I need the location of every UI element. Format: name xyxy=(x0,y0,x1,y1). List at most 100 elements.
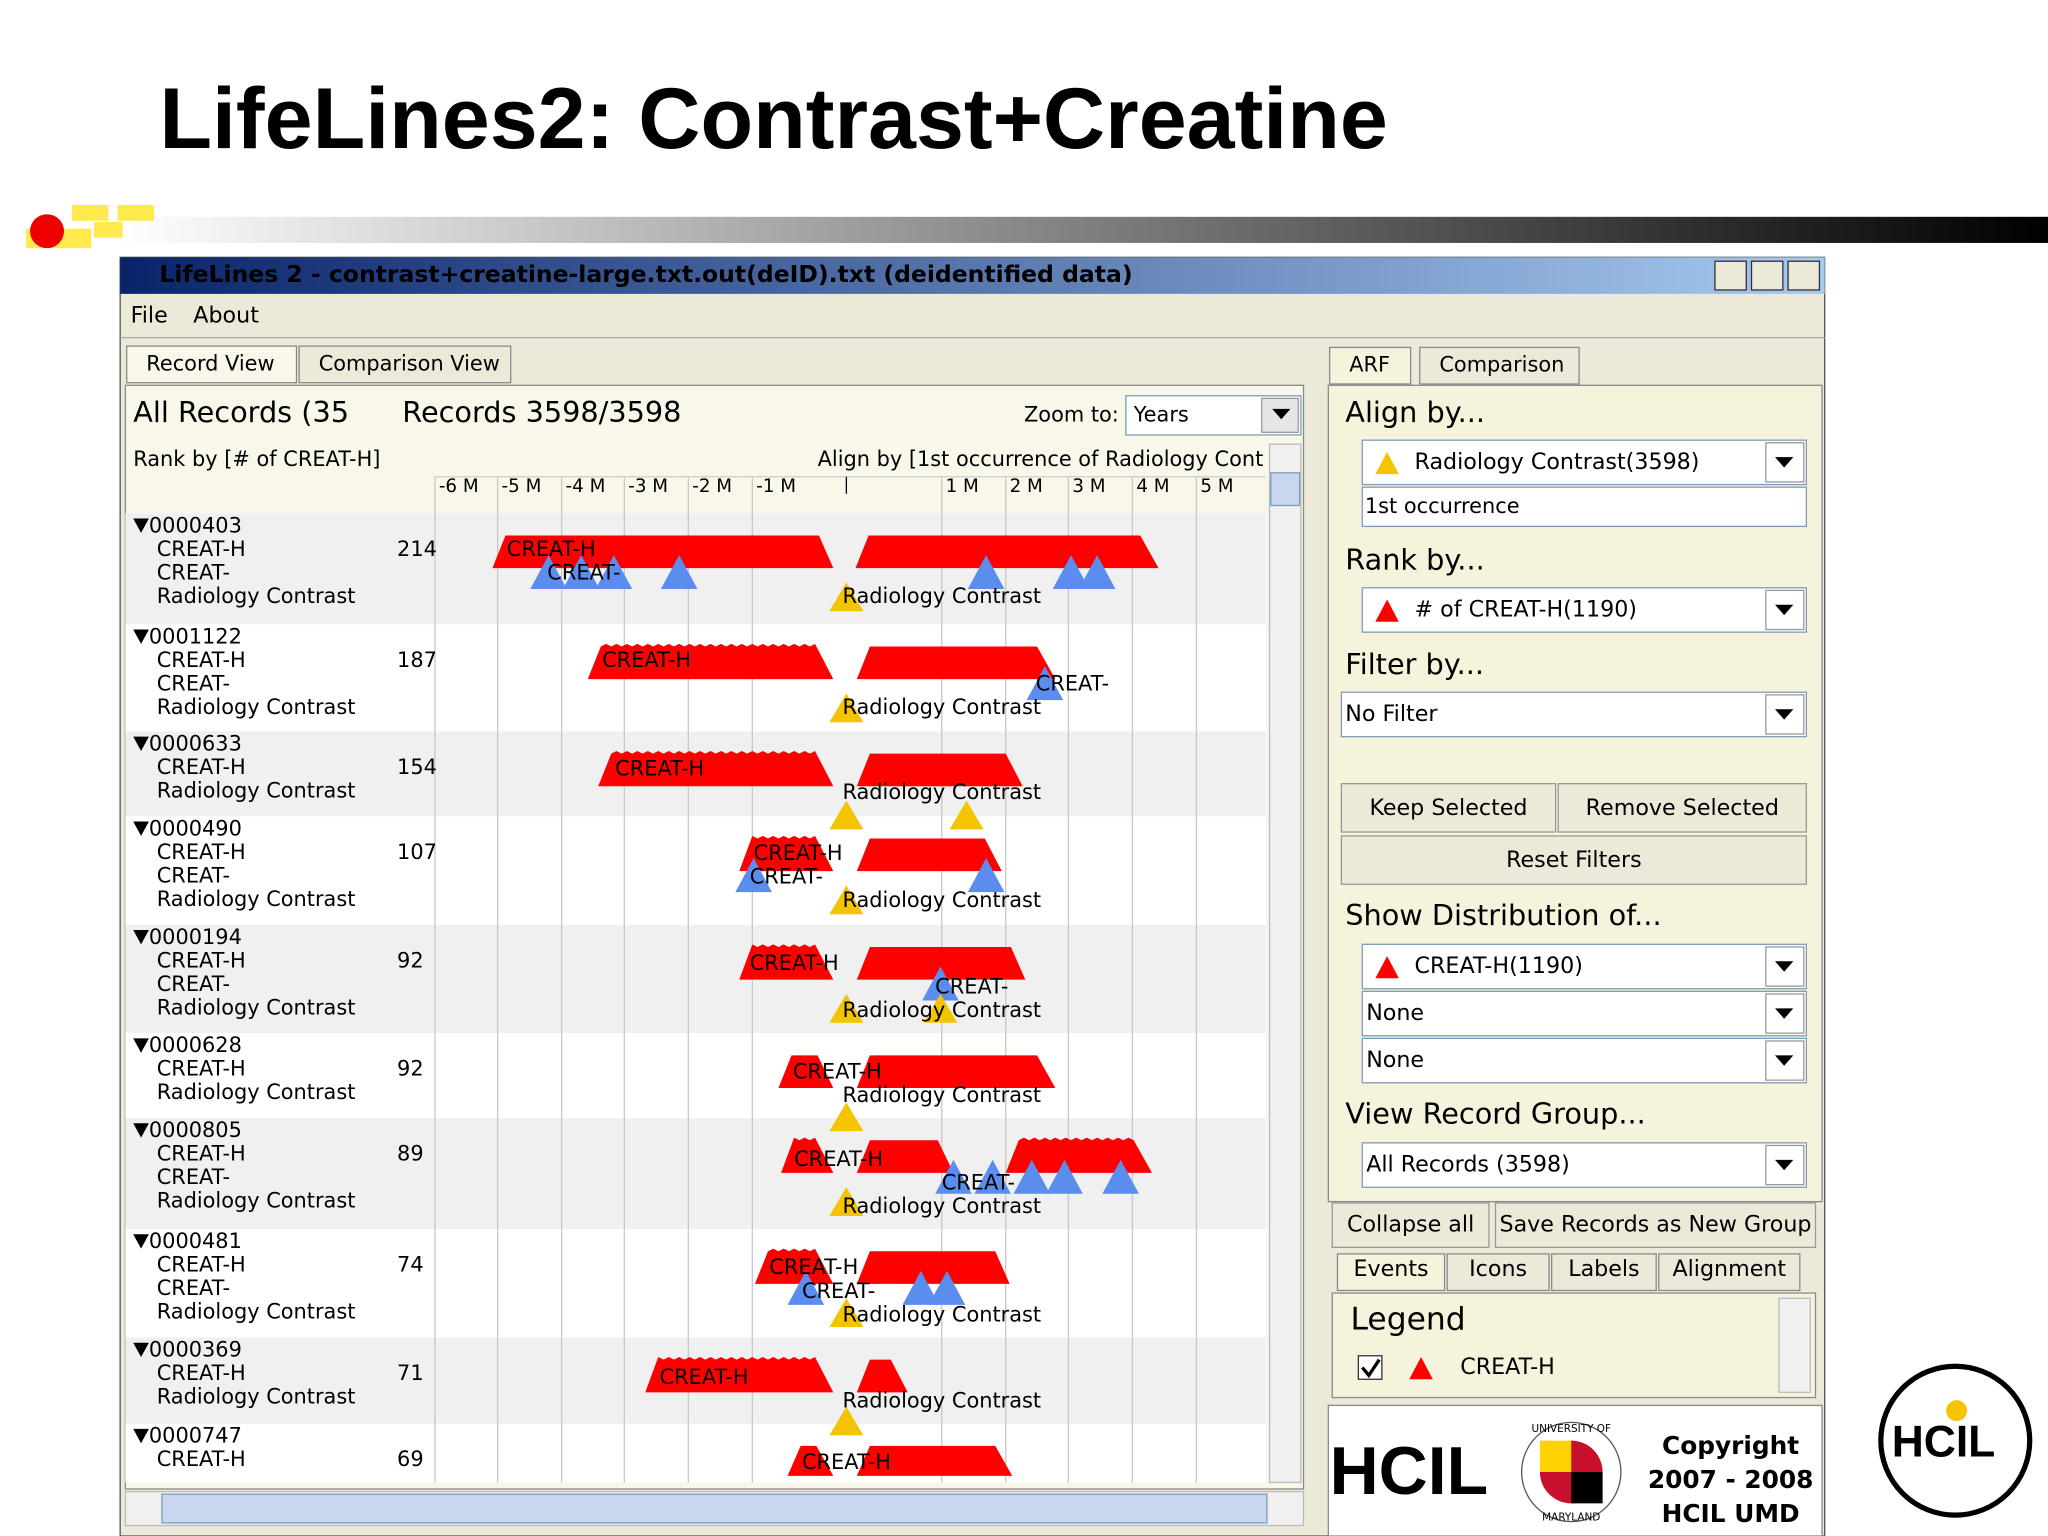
slide-title: LifeLines2: Contrast+Creatine xyxy=(159,71,1387,167)
event-marker xyxy=(660,555,698,590)
combo-box[interactable] xyxy=(1340,691,1808,738)
record-event: CREAT-H xyxy=(157,1447,246,1471)
tab-label[interactable]: Record View xyxy=(146,351,274,375)
combo-value[interactable]: Radiology Contrast(3598) xyxy=(1415,449,1700,475)
zoom-value[interactable]: Years xyxy=(1133,402,1189,426)
v-scroll-thumb[interactable] xyxy=(1270,472,1301,507)
legend-icon xyxy=(1409,1357,1433,1380)
time-tick-label: -5 M xyxy=(502,476,542,497)
combo-box[interactable] xyxy=(1361,1037,1808,1084)
button[interactable] xyxy=(1494,1202,1817,1248)
combo-value[interactable]: CREAT-H(1190) xyxy=(1415,953,1583,979)
event-band xyxy=(856,1140,954,1173)
event-label: CREAT- xyxy=(1036,671,1109,695)
tab[interactable] xyxy=(126,345,298,384)
legend-box xyxy=(1331,1292,1817,1399)
umd-text: UNIVERSITY OF xyxy=(1532,1423,1612,1435)
group-label: All Records (35 xyxy=(133,395,349,429)
event-band xyxy=(1005,1137,1152,1173)
combo-value[interactable]: All Records (3598) xyxy=(1366,1152,1570,1178)
record-event: Radiology Contrast xyxy=(157,995,356,1019)
copyright: HCIL UMD xyxy=(1662,1499,1800,1528)
combo-value[interactable]: None xyxy=(1366,1047,1424,1073)
v-scrollbar[interactable] xyxy=(1268,443,1302,1484)
expand-arrow xyxy=(133,518,149,533)
tab-label[interactable]: Icons xyxy=(1469,1256,1527,1282)
menu-line xyxy=(120,336,1825,339)
check xyxy=(1361,1358,1381,1379)
tab-label[interactable]: Comparison View xyxy=(319,351,500,375)
record-event: CREAT- xyxy=(157,1276,230,1300)
rank-label: Rank by [# of CREAT-H] xyxy=(133,447,380,471)
window-button[interactable] xyxy=(1714,260,1747,291)
record-event: Radiology Contrast xyxy=(157,695,356,719)
button-label[interactable]: Remove Selected xyxy=(1586,795,1779,821)
event-marker xyxy=(1046,1159,1083,1194)
button[interactable] xyxy=(1340,835,1808,885)
event-band xyxy=(778,1055,834,1088)
hcil-logo: HCIL xyxy=(1330,1434,1488,1509)
combo-value[interactable]: None xyxy=(1366,1000,1424,1026)
menu-item[interactable]: About xyxy=(193,303,259,329)
align-event-marker xyxy=(923,993,958,1023)
button[interactable] xyxy=(1557,783,1808,833)
button-label[interactable]: Keep Selected xyxy=(1369,795,1527,821)
tab-label[interactable]: ARF xyxy=(1349,353,1390,377)
event-label: CREAT-H xyxy=(660,1365,749,1389)
combo-box[interactable] xyxy=(1361,1142,1808,1188)
copyright: Copyright xyxy=(1662,1431,1799,1460)
row-background xyxy=(125,816,1266,925)
time-tick-label: 1 M xyxy=(946,476,979,497)
tab-label[interactable]: Labels xyxy=(1568,1256,1639,1282)
tab-label[interactable]: Alignment xyxy=(1672,1256,1786,1282)
event-label: CREAT- xyxy=(750,865,823,889)
record-event: Radiology Contrast xyxy=(157,1385,356,1409)
spinner-value[interactable]: 1st occurrence xyxy=(1365,494,1520,518)
deco-square xyxy=(94,222,123,238)
umd-seal-quarter xyxy=(1571,1472,1603,1504)
tab-label[interactable]: Comparison xyxy=(1439,353,1564,377)
tab[interactable] xyxy=(1336,1253,1446,1292)
combo-box[interactable] xyxy=(1361,587,1808,633)
combo-box[interactable] xyxy=(1361,943,1808,990)
combo-value[interactable]: No Filter xyxy=(1345,701,1438,727)
section-heading: Show Distribution of... xyxy=(1345,898,1661,932)
records-label: Records 3598/3598 xyxy=(402,395,681,429)
tab[interactable] xyxy=(1658,1253,1801,1292)
combo-box[interactable] xyxy=(1361,990,1808,1037)
record-event: CREAT- xyxy=(157,972,230,996)
button-label[interactable]: Collapse all xyxy=(1347,1212,1474,1238)
spinner[interactable] xyxy=(1361,486,1808,528)
event-band xyxy=(781,1137,834,1173)
window-button[interactable] xyxy=(1750,260,1784,291)
combo-box[interactable] xyxy=(1361,439,1808,486)
button-label[interactable]: Save Records as New Group xyxy=(1500,1212,1812,1238)
dropdown-arrow xyxy=(1272,408,1291,420)
zoom-label: Zoom to: xyxy=(1024,402,1119,426)
button[interactable] xyxy=(1340,783,1557,833)
record-event: CREAT-H xyxy=(157,840,246,864)
umd-seal-quarter xyxy=(1539,1440,1572,1472)
row-background xyxy=(125,1423,1266,1483)
tab[interactable] xyxy=(1446,1253,1550,1292)
row-background xyxy=(125,1118,1266,1230)
record-event: CREAT-H xyxy=(157,1361,246,1385)
combo-value[interactable]: # of CREAT-H(1190) xyxy=(1415,596,1637,622)
tab[interactable] xyxy=(1551,1253,1657,1292)
event-marker xyxy=(935,1159,972,1194)
time-tick-label: -6 M xyxy=(439,476,479,497)
legend-scrollbar[interactable] xyxy=(1778,1297,1811,1393)
time-tick-label: -4 M xyxy=(566,476,606,497)
tab[interactable] xyxy=(1328,346,1412,385)
window-button[interactable] xyxy=(1787,260,1821,291)
tab[interactable] xyxy=(1419,346,1580,385)
menu-item[interactable]: File xyxy=(131,303,168,329)
tab[interactable] xyxy=(298,345,512,384)
h-scroll-thumb[interactable] xyxy=(161,1493,1268,1524)
tab-label[interactable]: Events xyxy=(1353,1256,1428,1282)
time-tick-label: -2 M xyxy=(692,476,732,497)
record-id: 0000403 xyxy=(149,513,242,537)
button[interactable] xyxy=(1331,1202,1490,1248)
button-label[interactable]: Reset Filters xyxy=(1506,847,1642,873)
